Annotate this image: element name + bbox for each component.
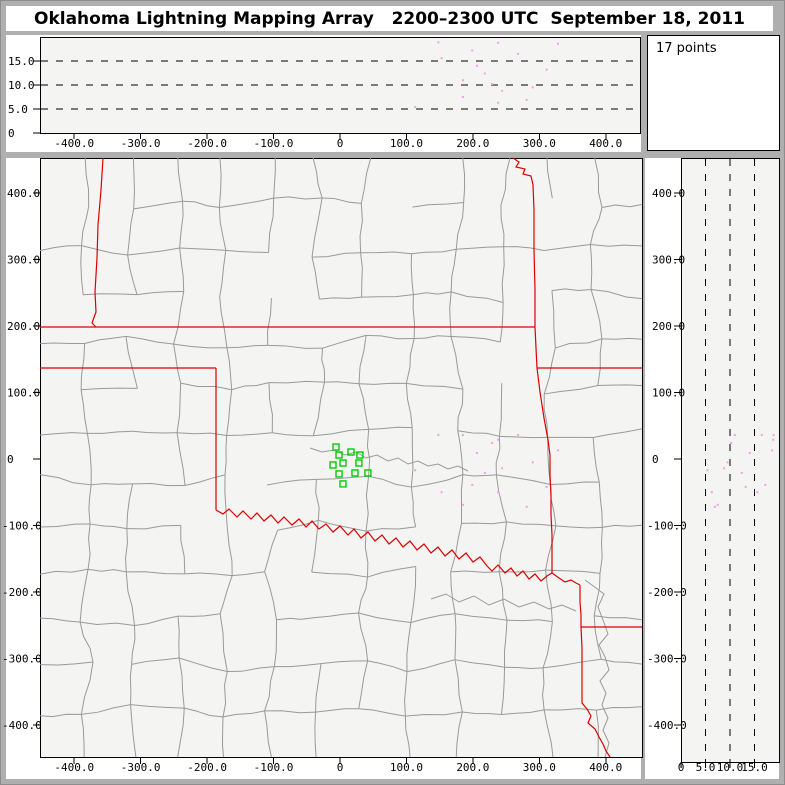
alt-tick-label: 5.0 — [8, 103, 28, 116]
x-tick-label: 0 — [337, 137, 344, 150]
alt-tick-label: 0 — [678, 761, 685, 774]
altitude-ew-panel — [40, 37, 641, 134]
y-tick-label: 100.0 — [652, 387, 685, 400]
x-tick-label: -300.0 — [121, 137, 161, 150]
x-tick-label: 100.0 — [390, 761, 423, 774]
alt-tick-label: 10.0 — [717, 761, 744, 774]
y-tick-label: -300.0 — [647, 652, 687, 665]
alt-tick-label: 15.0 — [741, 761, 768, 774]
y-tick-label: 0 — [7, 453, 14, 466]
y-tick-label: 400.0 — [7, 187, 40, 200]
x-tick-label: -200.0 — [187, 761, 227, 774]
y-tick-label: 200.0 — [7, 320, 40, 333]
y-tick-label: 0 — [652, 453, 659, 466]
y-tick-label: 300.0 — [7, 254, 40, 267]
x-tick-label: -300.0 — [121, 761, 161, 774]
lma-display: -400.0 -300.0 -200.0 -100.0 0 100.0 200.0 300.0… — [0, 0, 785, 785]
y-tick-label: -100.0 — [647, 519, 687, 532]
x-tick-label: 400.0 — [589, 761, 622, 774]
x-tick-label: 200.0 — [456, 137, 489, 150]
y-tick-label: 300.0 — [652, 254, 685, 267]
y-tick-label: -200.0 — [2, 586, 42, 599]
x-tick-label: -400.0 — [54, 761, 94, 774]
x-tick-label: -100.0 — [254, 761, 294, 774]
x-tick-label: -200.0 — [187, 137, 227, 150]
x-tick-label: 300.0 — [523, 761, 556, 774]
y-tick-label: -200.0 — [647, 586, 687, 599]
altitude-ew-plot-area[interactable] — [40, 37, 640, 133]
alt-tick-label: 0 — [8, 127, 15, 140]
x-tick-label: 200.0 — [456, 761, 489, 774]
x-tick-label: 400.0 — [589, 137, 622, 150]
y-tick-label: -300.0 — [2, 652, 42, 665]
y-tick-label: 200.0 — [652, 320, 685, 333]
alt-tick-label: 15.0 — [8, 55, 35, 68]
x-tick-label: -400.0 — [54, 137, 94, 150]
x-tick-label: 0 — [337, 761, 344, 774]
points-count-label: 17 points — [656, 41, 717, 56]
y-tick-label: -100.0 — [2, 519, 42, 532]
y-tick-label: -400.0 — [647, 719, 687, 732]
page-title: Oklahoma Lightning Mapping Array 2200–23… — [6, 6, 773, 31]
x-tick-label: -100.0 — [254, 137, 294, 150]
y-tick-label: 100.0 — [7, 387, 40, 400]
y-tick-label: -400.0 — [2, 719, 42, 732]
x-tick-label: 300.0 — [523, 137, 556, 150]
x-tick-label: 100.0 — [390, 137, 423, 150]
alt-tick-label: 5.0 — [696, 761, 716, 774]
alt-tick-label: 10.0 — [8, 79, 35, 92]
y-tick-label: 400.0 — [652, 187, 685, 200]
